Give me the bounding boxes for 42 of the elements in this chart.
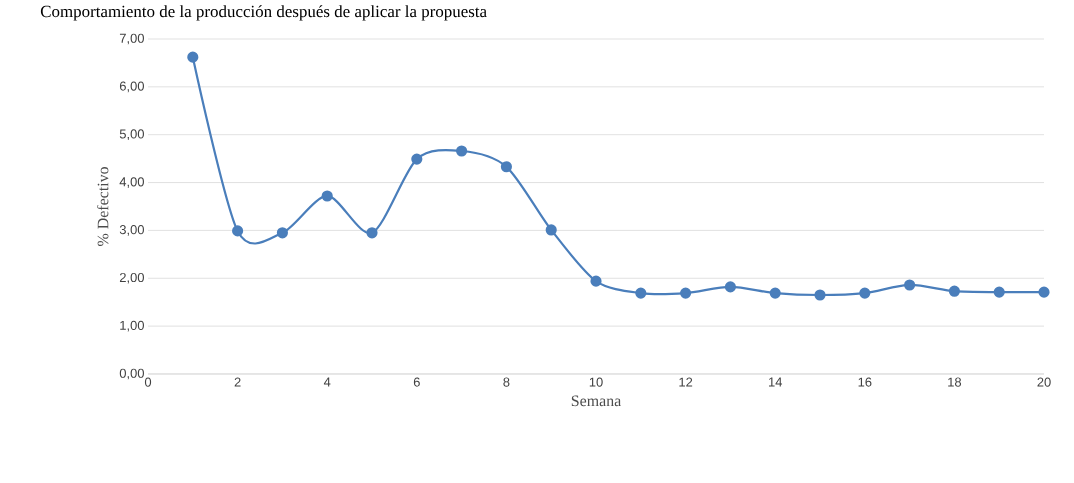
point <box>1038 286 1050 298</box>
x-tick-label: 10 <box>589 377 603 387</box>
point <box>859 287 871 299</box>
x-tick-label: 2 <box>234 377 241 387</box>
point <box>366 227 378 239</box>
x-tick-label: 16 <box>858 377 872 387</box>
point <box>948 285 960 297</box>
x-tick-label: 0 <box>144 377 152 387</box>
y-tick-label: 4,00 <box>119 177 144 188</box>
point <box>187 51 199 63</box>
point <box>500 161 512 173</box>
y-tick-label: 7,00 <box>119 33 144 45</box>
point <box>680 287 692 299</box>
y-tick-label: 5,00 <box>119 129 144 141</box>
point <box>590 275 602 287</box>
x-tick-label: 8 <box>503 377 510 387</box>
point <box>545 224 557 236</box>
point <box>276 227 288 239</box>
y-tick-label: 0,00 <box>119 368 144 380</box>
x-tick-label: 12 <box>679 377 693 387</box>
point <box>635 287 647 299</box>
point <box>904 279 916 291</box>
y-tick-label: 1,00 <box>120 320 144 332</box>
y-axis-title: % Defectivo <box>97 167 109 246</box>
point <box>993 286 1005 298</box>
point <box>321 190 333 202</box>
point <box>814 289 826 301</box>
x-tick-label: 4 <box>323 377 331 387</box>
point <box>456 145 468 157</box>
y-tick-label: 6,00 <box>119 81 144 93</box>
point <box>411 153 423 165</box>
y-tick-label: 2,00 <box>119 272 144 284</box>
point <box>232 225 244 237</box>
x-tick-label: 6 <box>413 377 420 387</box>
x-tick-label: 18 <box>948 377 962 387</box>
point <box>724 281 736 293</box>
chart-title: Comportamiento de la producción después de aplicar la propuesta <box>40 5 487 21</box>
point <box>769 287 781 299</box>
x-tick-label: 14 <box>768 377 783 387</box>
x-axis-title: Semana <box>571 395 622 407</box>
x-tick-label: 20 <box>1037 377 1051 387</box>
y-tick-label: 3,00 <box>119 225 144 236</box>
